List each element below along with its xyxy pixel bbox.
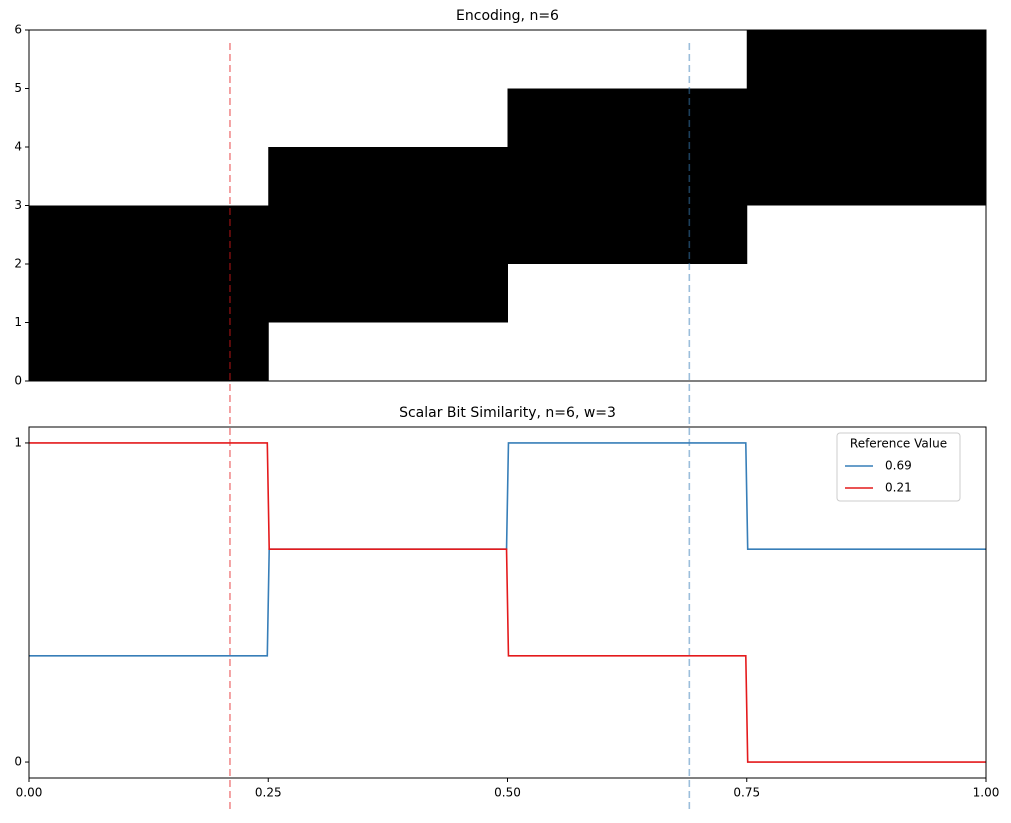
- y-tick-label: 0: [14, 374, 22, 388]
- y-tick-label: 1: [14, 315, 22, 329]
- y-tick-label: 5: [14, 81, 22, 95]
- x-tick-label: 1.00: [973, 786, 1000, 800]
- legend-box: [836, 432, 961, 502]
- legend-label: 0.69: [885, 459, 912, 473]
- bar: [507, 88, 748, 264]
- series-line: [29, 442, 986, 763]
- legend-title: Reference Value: [850, 437, 947, 451]
- legend-label: 0.21: [885, 481, 912, 495]
- y-tick-label: 1: [14, 435, 22, 449]
- y-tick-label: 3: [14, 198, 22, 212]
- series-line: [29, 442, 986, 657]
- bar: [29, 205, 269, 381]
- y-tick-label: 2: [14, 257, 22, 271]
- y-tick-label: 4: [14, 140, 22, 154]
- bar: [746, 30, 987, 206]
- x-tick-label: 0.50: [494, 786, 521, 800]
- y-tick-label: 0: [14, 755, 22, 769]
- bar: [268, 147, 508, 323]
- x-tick-label: 0.25: [255, 786, 282, 800]
- x-tick-label: 0.75: [733, 786, 760, 800]
- x-tick-label: 0.00: [16, 786, 43, 800]
- y-tick-label: 6: [14, 23, 22, 37]
- chart-title: Encoding, n=6: [456, 8, 559, 24]
- chart-title: Scalar Bit Similarity, n=6, w=3: [399, 405, 616, 421]
